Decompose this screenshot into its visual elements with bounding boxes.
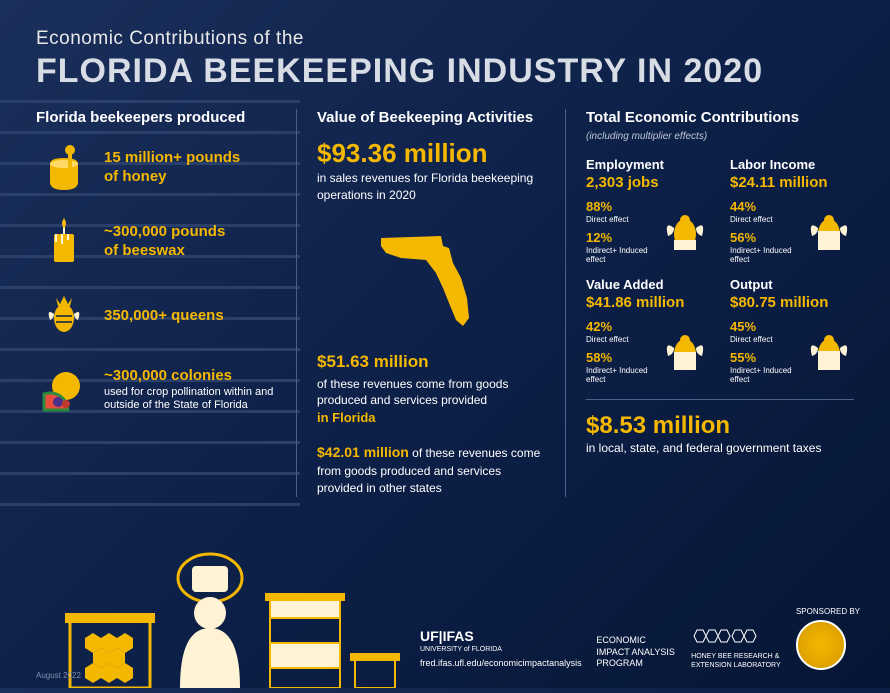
column-economic-contributions: Total Economic Contributions (including … bbox=[566, 109, 854, 497]
program-label: ECONOMIC IMPACT ANALYSIS PROGRAM bbox=[596, 635, 676, 670]
queens-value: 350,000+ queens bbox=[104, 307, 224, 326]
sponsor-block: SPONSORED BY bbox=[796, 607, 860, 670]
output-percents: 45% Direct effect 55% Indirect+ Induced … bbox=[730, 319, 796, 385]
header-subtitle: Economic Contributions of the bbox=[36, 28, 854, 50]
bee-icon-output bbox=[804, 330, 854, 374]
employment-percents: 88% Direct effect 12% Indirect+ Induced … bbox=[586, 199, 652, 265]
fruit-icon bbox=[36, 362, 92, 418]
labor-income-percents: 44% Direct effect 56% Indirect+ Induced … bbox=[730, 199, 796, 265]
honey-pot-icon bbox=[36, 140, 92, 196]
prod-item-honey: 15 million+ pounds of honey bbox=[36, 140, 280, 196]
bee-icon-employment bbox=[660, 210, 710, 254]
bee-icon-value-added bbox=[660, 330, 710, 374]
florida-revenue-value: $51.63 million bbox=[317, 352, 545, 372]
footer-logos: UF|IFAS UNIVERSITY of FLORIDA fred.ifas.… bbox=[420, 607, 860, 670]
beeswax-label: of beeswax bbox=[104, 242, 225, 261]
footer: UF|IFAS UNIVERSITY of FLORIDA fred.ifas.… bbox=[0, 588, 890, 688]
taxes-value: $8.53 million bbox=[586, 412, 854, 440]
column-production: Florida beekeepers produced 15 million+ … bbox=[36, 109, 296, 497]
colonies-value: ~300,000 colonies bbox=[104, 367, 280, 386]
econ-labor-income: Labor Income $24.11 million 44% Direct e… bbox=[730, 157, 854, 265]
other-states-revenue: $42.01 million of these revenues come fr… bbox=[317, 443, 545, 496]
prod-item-queens: 350,000+ queens bbox=[36, 288, 280, 344]
sales-revenue-desc: in sales revenues for Florida beekeeping… bbox=[317, 170, 545, 204]
econ-output: Output $80.75 million 45% Direct effect … bbox=[730, 277, 854, 385]
column-value: Value of Beekeeping Activities $93.36 mi… bbox=[296, 109, 566, 497]
honey-bee-lab-logo: HONEY BEE RESEARCH & EXTENSION LABORATOR… bbox=[691, 626, 781, 670]
economic-grid: Employment 2,303 jobs 88% Direct effect … bbox=[586, 157, 854, 385]
bee-icon-labor bbox=[804, 210, 854, 254]
florida-revenue-desc: of these revenues come from goods produc… bbox=[317, 376, 545, 428]
colonies-detail: used for crop pollination within and out… bbox=[104, 386, 280, 414]
date-label: August 2022 bbox=[36, 671, 81, 680]
taxes-block: $8.53 million in local, state, and feder… bbox=[586, 399, 854, 457]
col3-heading: Total Economic Contributions (including … bbox=[586, 109, 854, 143]
header: Economic Contributions of the FLORIDA BE… bbox=[0, 0, 890, 109]
prod-item-beeswax: ~300,000 pounds of beeswax bbox=[36, 214, 280, 270]
uf-ifas-logo: UF|IFAS UNIVERSITY of FLORIDA fred.ifas.… bbox=[420, 627, 582, 670]
value-added-percents: 42% Direct effect 58% Indirect+ Induced … bbox=[586, 319, 652, 385]
econ-value-added: Value Added $41.86 million 42% Direct ef… bbox=[586, 277, 710, 385]
candle-icon bbox=[36, 214, 92, 270]
queen-bee-icon bbox=[36, 288, 92, 344]
honey-value: 15 million+ pounds bbox=[104, 149, 240, 168]
econ-employment: Employment 2,303 jobs 88% Direct effect … bbox=[586, 157, 710, 265]
sponsor-badge-icon bbox=[796, 620, 846, 670]
header-title: FLORIDA BEEKEEPING INDUSTRY IN 2020 bbox=[36, 52, 854, 91]
beeswax-value: ~300,000 pounds bbox=[104, 223, 225, 242]
florida-map-icon bbox=[371, 218, 491, 338]
sales-revenue-value: $93.36 million bbox=[317, 140, 545, 166]
taxes-desc: in local, state, and federal government … bbox=[586, 440, 854, 457]
in-florida-emphasis: in Florida bbox=[317, 409, 545, 427]
honey-label: of honey bbox=[104, 168, 240, 187]
col1-heading: Florida beekeepers produced bbox=[36, 109, 280, 126]
col2-heading: Value of Beekeeping Activities bbox=[317, 109, 545, 126]
beekeeper-illustration bbox=[60, 518, 400, 688]
prod-item-colonies: ~300,000 colonies used for crop pollinat… bbox=[36, 362, 280, 418]
